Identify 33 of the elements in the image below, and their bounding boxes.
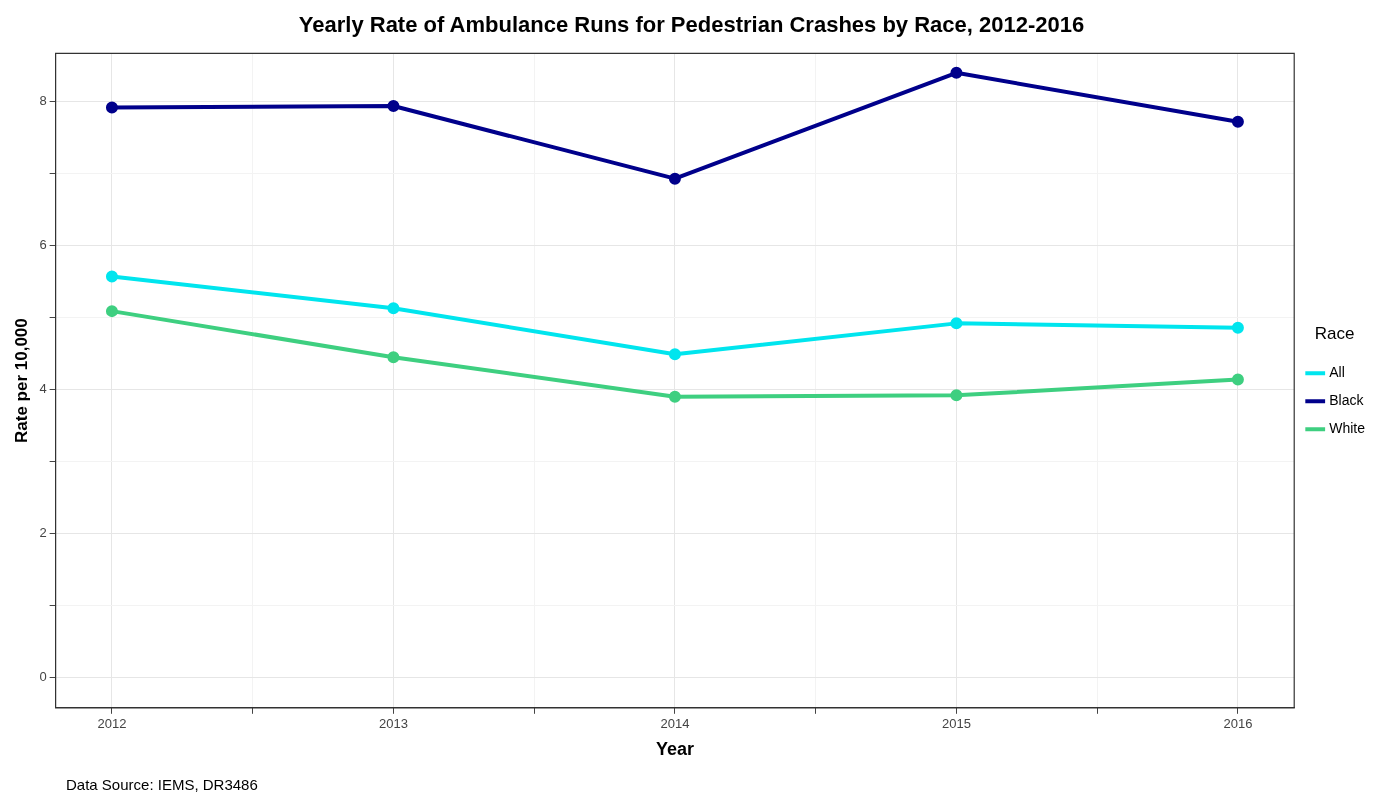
point (1231, 373, 1244, 386)
y-axis-title: Rate per 10,000 (11, 318, 31, 443)
point (387, 351, 400, 364)
point (387, 99, 400, 112)
point (105, 305, 118, 318)
point (1231, 115, 1244, 128)
y-tick-label: 0 (39, 669, 47, 685)
point (950, 66, 963, 79)
point (1231, 321, 1244, 334)
x-tick-label: 2013 (378, 716, 408, 732)
x-tick-label: 2015 (941, 716, 971, 732)
legend-label: All (1329, 364, 1345, 381)
legend-title: Race (1314, 323, 1355, 343)
x-tick-label: 2016 (1223, 716, 1253, 732)
point (105, 270, 118, 283)
point (668, 390, 681, 403)
x-tick-label: 2014 (660, 716, 690, 732)
source-note: Data Source: IEMS, DR3486 (66, 776, 258, 793)
y-tick-label: 8 (39, 93, 47, 109)
point (105, 101, 118, 114)
chart-title: Yearly Rate of Ambulance Runs for Pedestrian Crashes by Race, 2012-2016 (298, 12, 1085, 38)
x-axis-title: Year (655, 739, 694, 760)
point (950, 389, 963, 402)
point (668, 348, 681, 361)
point (950, 317, 963, 330)
x-tick-label: 2012 (97, 716, 127, 732)
point (387, 302, 400, 315)
point (668, 172, 681, 185)
y-tick-label: 2 (39, 525, 47, 541)
legend-label: White (1329, 420, 1366, 437)
legend-label: Black (1329, 392, 1365, 409)
y-tick-label: 6 (39, 237, 47, 253)
y-tick-label: 4 (39, 381, 47, 397)
